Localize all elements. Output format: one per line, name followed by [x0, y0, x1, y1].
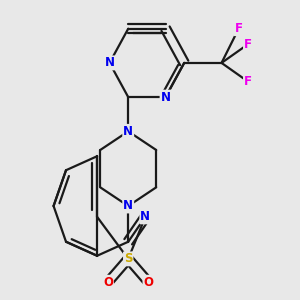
Text: F: F	[235, 22, 243, 35]
Text: N: N	[105, 56, 115, 69]
Text: N: N	[160, 91, 171, 103]
Text: N: N	[140, 210, 150, 224]
Text: N: N	[123, 125, 133, 138]
Text: O: O	[143, 276, 153, 289]
Text: O: O	[103, 276, 113, 289]
Text: N: N	[123, 200, 133, 212]
Text: F: F	[244, 75, 252, 88]
Text: S: S	[124, 252, 133, 266]
Text: F: F	[244, 38, 252, 51]
